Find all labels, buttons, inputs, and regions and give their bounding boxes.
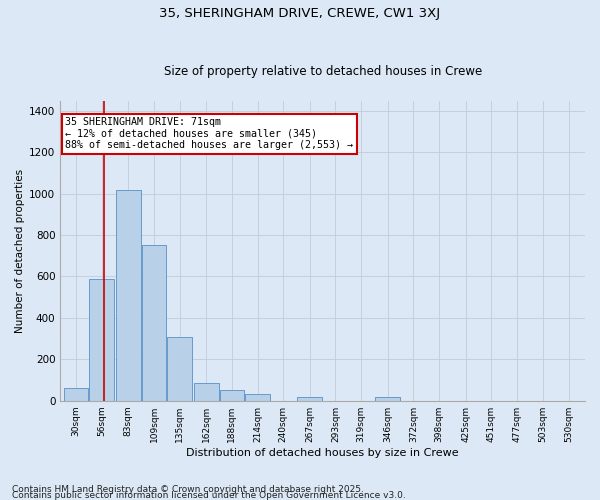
Bar — [245, 394, 270, 400]
Y-axis label: Number of detached properties: Number of detached properties — [15, 168, 25, 332]
Text: Contains public sector information licensed under the Open Government Licence v3: Contains public sector information licen… — [12, 490, 406, 500]
Bar — [298, 396, 322, 400]
Text: 35, SHERINGHAM DRIVE, CREWE, CW1 3XJ: 35, SHERINGHAM DRIVE, CREWE, CW1 3XJ — [160, 8, 440, 20]
Bar — [194, 383, 218, 400]
Bar — [142, 246, 166, 400]
Bar — [376, 396, 400, 400]
Bar — [116, 190, 140, 400]
Title: Size of property relative to detached houses in Crewe: Size of property relative to detached ho… — [164, 66, 482, 78]
Bar — [64, 388, 88, 400]
Bar — [89, 278, 114, 400]
Bar — [167, 336, 192, 400]
Text: Contains HM Land Registry data © Crown copyright and database right 2025.: Contains HM Land Registry data © Crown c… — [12, 484, 364, 494]
Bar — [220, 390, 244, 400]
Text: 35 SHERINGHAM DRIVE: 71sqm
← 12% of detached houses are smaller (345)
88% of sem: 35 SHERINGHAM DRIVE: 71sqm ← 12% of deta… — [65, 117, 353, 150]
X-axis label: Distribution of detached houses by size in Crewe: Distribution of detached houses by size … — [187, 448, 459, 458]
